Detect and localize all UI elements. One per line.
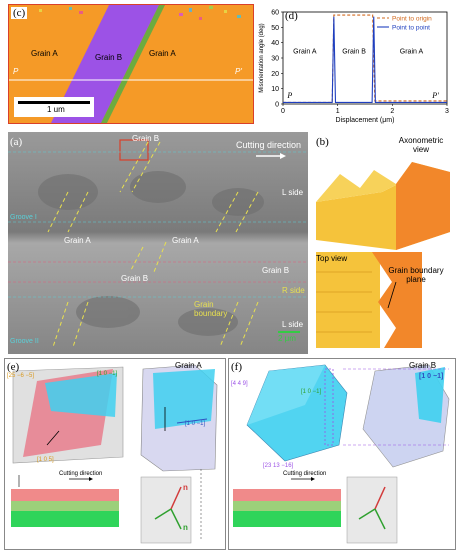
- series-line-2: [283, 16, 447, 104]
- grain-a-left-label: Grain A: [31, 49, 58, 58]
- axonometric-view-label: Axonometric view: [398, 136, 444, 154]
- x-axis-label: Displacement (μm): [336, 117, 395, 124]
- grain-b-dir-4: [1 0 −1]: [419, 373, 444, 380]
- p-left-label: P: [13, 67, 19, 76]
- legend-label-1: Point to origin: [392, 16, 432, 23]
- panel-f: (f) Grain B [4 4 9] [1 0 −1] [23 13 −16]…: [228, 358, 456, 550]
- normal-right-e: n: [183, 523, 188, 532]
- panel-c: (c) Grain A Grain B Grain A P P' 1 um: [8, 4, 254, 124]
- y-tick-label: 50: [271, 25, 279, 32]
- groove-2-label: Groove II: [10, 338, 39, 345]
- cutting-direction-e: Cutting direction: [59, 471, 103, 477]
- panel-b: (b) Axonometric view Top view Grain boun…: [312, 132, 455, 354]
- grain-a-orientation: [11, 364, 218, 544]
- grain-b-dir-1: [4 4 9]: [231, 381, 248, 387]
- panel-f-title: Grain B: [409, 361, 437, 370]
- panel-d-label: (d): [285, 10, 298, 22]
- r-side-label: R side: [282, 286, 305, 295]
- grain-a-dir-4: [1 0 −1]: [185, 421, 206, 427]
- normal-left-e: n: [183, 483, 188, 492]
- y-tick-label: 10: [271, 86, 279, 93]
- cutting-direction-f: Cutting direction: [283, 471, 327, 477]
- x-tick-label: 3: [445, 108, 449, 115]
- top-view-label: Top view: [316, 254, 348, 263]
- annotation-p-right: P': [431, 91, 439, 100]
- y-tick-label: 0: [275, 102, 279, 109]
- y-tick-label: 30: [271, 56, 279, 63]
- x-tick-label: 2: [390, 108, 394, 115]
- grain-b-right-label: Grain B: [262, 266, 290, 275]
- panel-a-label: (a): [10, 136, 23, 148]
- l-side-top-label: L side: [282, 188, 304, 197]
- panel-d: 0 10 20 30 40 50 60 0 1 2 3 Displacement (μm) Misori…: [255, 2, 455, 130]
- grain-boundary-label: Grain boundary: [194, 300, 228, 318]
- y-tick-label: 20: [271, 71, 279, 78]
- grain-a-dir-1: [25 −6 −5]: [7, 373, 35, 379]
- legend-label-2: Point to point: [392, 25, 430, 32]
- y-axis-label: Misorientation angle (deg): [259, 23, 265, 92]
- grain-a-dir-2: [1 0 −1]: [97, 371, 118, 377]
- panel-e-title: Grain A: [175, 361, 202, 370]
- series-line-1: [283, 14, 447, 104]
- grain-b-top-label: Grain B: [132, 134, 160, 143]
- grain-boundary-plane-label: Grain boundary plane: [388, 266, 444, 284]
- panel-b-label: (b): [316, 136, 329, 148]
- panel-e-label: (e): [7, 361, 20, 373]
- annotation-grain-a-right: Grain A: [400, 48, 424, 55]
- grain-b-label: Grain B: [95, 53, 123, 62]
- plot-area: [282, 11, 448, 105]
- x-tick-label: 1: [336, 108, 340, 115]
- grain-a-dir-3: [1 0 5]: [37, 457, 54, 463]
- annotation-grain-a-left: Grain A: [293, 48, 317, 55]
- panel-e: (e) Grain A [25 −6 −5] [1 0 −1] [1 0 5] …: [4, 358, 226, 550]
- grain-b-mid-label: Grain B: [121, 274, 149, 283]
- grain-b-dir-2: [1 0 −1]: [301, 389, 322, 395]
- grain-b-orientation: [233, 364, 450, 544]
- annotation-grain-b: Grain B: [342, 48, 366, 55]
- sem-image: [8, 132, 308, 354]
- block-sketch: [316, 162, 450, 348]
- grain-b-dir-3: [23 13 −16]: [263, 463, 294, 469]
- x-tick-label: 0: [281, 108, 285, 115]
- misorientation-chart: 0 10 20 30 40 50 60 0 1 2 3 Displacement (μm) Misori…: [259, 10, 449, 125]
- panel-f-label: (f): [231, 361, 242, 373]
- y-tick-label: 60: [271, 10, 279, 17]
- annotation-p-left: P: [286, 91, 292, 100]
- y-tick-label: 40: [271, 40, 279, 47]
- panel-a: (a) Grain B Cutting direction Groove I L…: [8, 132, 308, 354]
- sem-scalebar-label: 2 μm: [278, 334, 296, 343]
- cutting-direction-label: Cutting direction: [236, 140, 302, 150]
- p-right-label: P': [235, 67, 242, 76]
- grain-a-1-label: Grain A: [64, 236, 91, 245]
- groove-1-label: Groove I: [10, 214, 37, 221]
- grain-a-right-label: Grain A: [149, 49, 176, 58]
- grain-a-2-label: Grain A: [172, 236, 199, 245]
- scalebar-label: 1 um: [47, 105, 65, 114]
- panel-c-label: (c): [11, 7, 28, 19]
- ebsd-map: [9, 5, 253, 123]
- l-side-bottom-label: L side: [282, 320, 304, 329]
